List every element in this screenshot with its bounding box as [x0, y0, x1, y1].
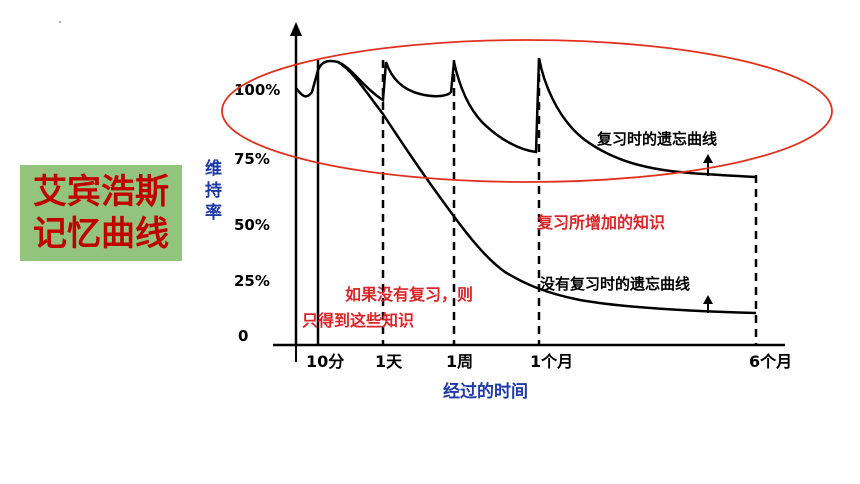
x-tick-label: 1天	[375, 352, 403, 371]
y-axis-arrow	[290, 22, 302, 36]
highlight-ellipse	[221, 39, 833, 183]
label-review-curve: 复习时的遗忘曲线	[596, 130, 717, 148]
x-tick-label: 1个月	[530, 352, 573, 371]
x-tick-label: 10分	[306, 352, 344, 371]
x-axis-label: 经过的时间	[443, 381, 528, 402]
y-tick-label: 100%	[234, 81, 280, 99]
annotation-added-knowledge: 复习所增加的知识	[536, 213, 665, 232]
title-line-2: 记忆曲线	[33, 214, 169, 254]
y-axis-label-char: 率	[205, 202, 224, 223]
x-tick-label: 1周	[446, 352, 473, 371]
stray-dot	[59, 21, 61, 23]
arrow-review-curve-head	[703, 154, 713, 163]
title-line-1: 艾宾浩斯	[33, 172, 169, 212]
label-no-review-curve: 没有复习时的遗忘曲线	[540, 275, 690, 293]
y-axis-label: 维持率	[205, 158, 224, 223]
y-tick-label: 75%	[234, 150, 270, 168]
annotation-only-this: 只得到这些知识	[302, 311, 414, 330]
series-line-with-review	[295, 57, 757, 179]
title-box: 艾宾浩斯 记忆曲线	[20, 165, 182, 261]
x-tick-label: 6个月	[749, 352, 792, 371]
arrow-no-review-curve-head	[703, 295, 713, 304]
y-tick-label: 25%	[234, 272, 270, 290]
annotation-if-no-review: 如果没有复习，则	[345, 285, 473, 304]
y-axis-label-char: 维	[205, 158, 224, 179]
y-tick-label: 50%	[234, 216, 270, 234]
series-line-without-review	[337, 60, 757, 315]
y-axis-label-char: 持	[205, 180, 224, 201]
y-tick-label: 0	[238, 327, 248, 345]
